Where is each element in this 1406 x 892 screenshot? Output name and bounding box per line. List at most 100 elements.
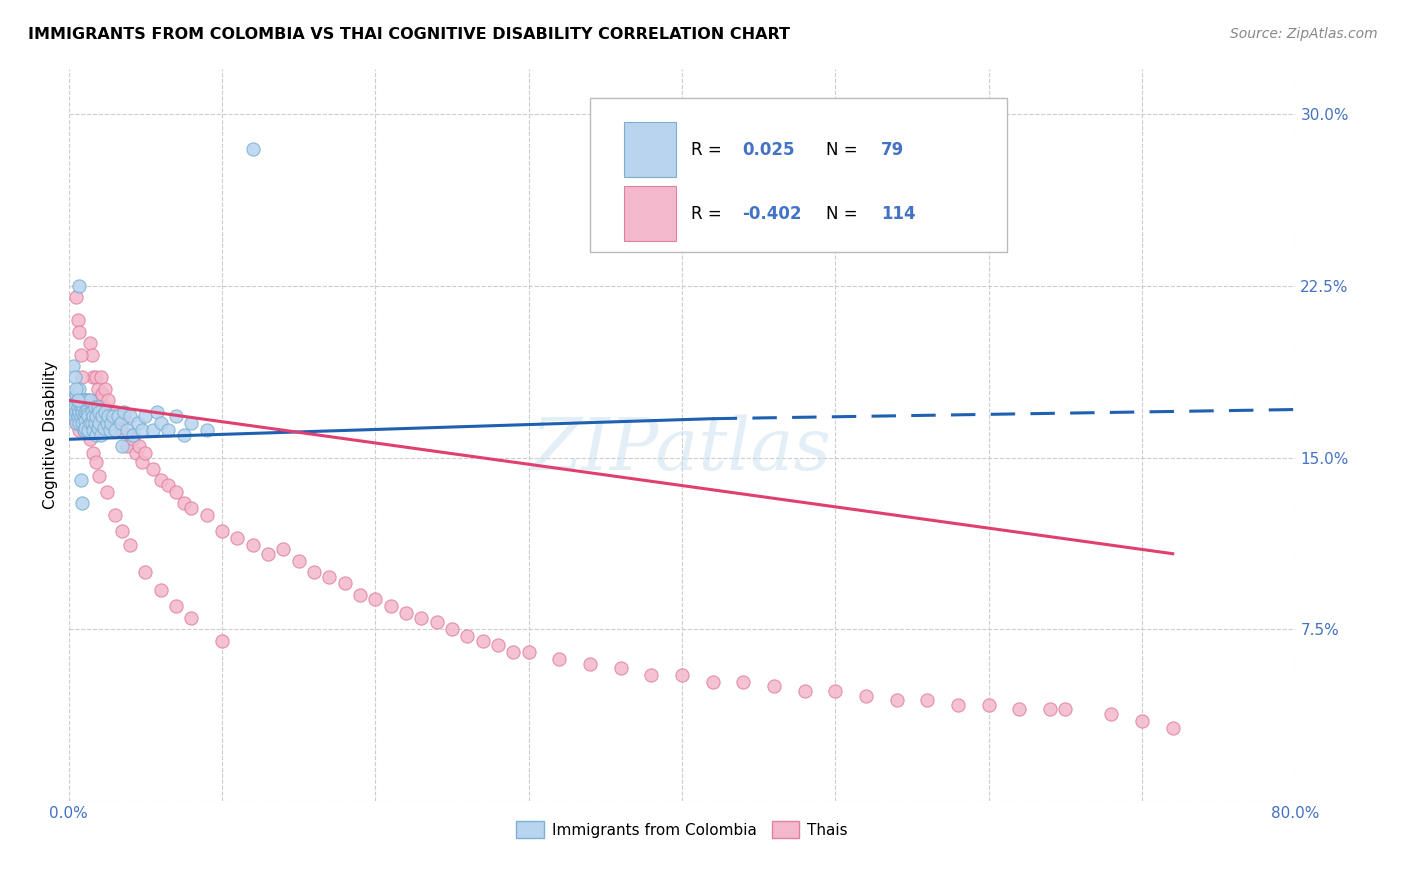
Point: [226, 531, 249, 545]
Point: [173, 427, 195, 442]
Point: [86, 421, 108, 435]
Point: [93, 421, 115, 435]
Point: [82, 446, 104, 460]
Point: [107, 409, 129, 424]
Point: [977, 698, 1000, 712]
Point: [110, 423, 132, 437]
Point: [89, 417, 111, 431]
Point: [211, 524, 233, 538]
Point: [103, 508, 125, 522]
Text: IMMIGRANTS FROM COLOMBIA VS THAI COGNITIVE DISABILITY CORRELATION CHART: IMMIGRANTS FROM COLOMBIA VS THAI COGNITI…: [28, 27, 790, 42]
Point: [79, 393, 101, 408]
Point: [1099, 706, 1122, 721]
Point: [131, 423, 153, 437]
Point: [127, 417, 149, 431]
Point: [855, 689, 877, 703]
Point: [77, 423, 100, 437]
Point: [380, 599, 402, 614]
Point: [84, 409, 107, 424]
Point: [440, 622, 463, 636]
Point: [75, 414, 97, 428]
Point: [180, 500, 202, 515]
Point: [72, 405, 94, 419]
Point: [1130, 714, 1153, 728]
Point: [76, 405, 98, 419]
Point: [69, 401, 91, 415]
Point: [79, 417, 101, 431]
Point: [86, 401, 108, 415]
Point: [76, 402, 98, 417]
Point: [112, 405, 135, 419]
Point: [84, 455, 107, 469]
Point: [86, 382, 108, 396]
Point: [946, 698, 969, 712]
Point: [118, 409, 141, 424]
Point: [349, 588, 371, 602]
Text: 79: 79: [880, 141, 904, 159]
Point: [1008, 702, 1031, 716]
Point: [62, 393, 84, 408]
Point: [69, 401, 91, 415]
Point: [242, 537, 264, 551]
Point: [72, 370, 94, 384]
Point: [486, 638, 509, 652]
Point: [364, 592, 387, 607]
Point: [75, 409, 97, 424]
Text: N =: N =: [825, 141, 862, 159]
Point: [76, 393, 98, 408]
Point: [89, 393, 111, 408]
Point: [63, 401, 86, 415]
Point: [65, 290, 87, 304]
Point: [456, 629, 478, 643]
Point: [76, 417, 98, 431]
Point: [80, 417, 103, 431]
Point: [67, 423, 90, 437]
Point: [195, 508, 218, 522]
Point: [77, 393, 100, 408]
Point: [242, 142, 264, 156]
Point: [101, 409, 124, 424]
Point: [118, 427, 141, 442]
Point: [165, 409, 187, 424]
Point: [66, 409, 89, 424]
Point: [640, 668, 662, 682]
Point: [1054, 702, 1077, 716]
Point: [69, 409, 91, 424]
Point: [73, 393, 96, 408]
Point: [80, 405, 103, 419]
Point: [83, 401, 105, 415]
Text: Source: ZipAtlas.com: Source: ZipAtlas.com: [1230, 27, 1378, 41]
Point: [65, 417, 87, 431]
Point: [89, 469, 111, 483]
Point: [426, 615, 449, 630]
Point: [72, 409, 94, 424]
Point: [79, 336, 101, 351]
Point: [84, 370, 107, 384]
Point: [142, 423, 165, 437]
Point: [157, 478, 180, 492]
Point: [65, 405, 87, 419]
Point: [100, 417, 122, 431]
Point: [67, 405, 90, 419]
Point: [271, 542, 294, 557]
Point: [94, 382, 117, 396]
Point: [72, 417, 94, 431]
Point: [134, 409, 156, 424]
Point: [93, 401, 115, 415]
Point: [73, 409, 96, 424]
Point: [91, 386, 114, 401]
Point: [63, 409, 86, 424]
Point: [149, 583, 172, 598]
Point: [411, 611, 433, 625]
Point: [1039, 702, 1062, 716]
Point: [886, 693, 908, 707]
Point: [84, 427, 107, 442]
Point: [111, 524, 134, 538]
Point: [517, 645, 540, 659]
Point: [77, 409, 100, 424]
Point: [110, 417, 132, 431]
Point: [63, 409, 86, 424]
Point: [302, 565, 325, 579]
Legend: Immigrants from Colombia, Thais: Immigrants from Colombia, Thais: [510, 814, 853, 845]
Point: [107, 417, 129, 431]
